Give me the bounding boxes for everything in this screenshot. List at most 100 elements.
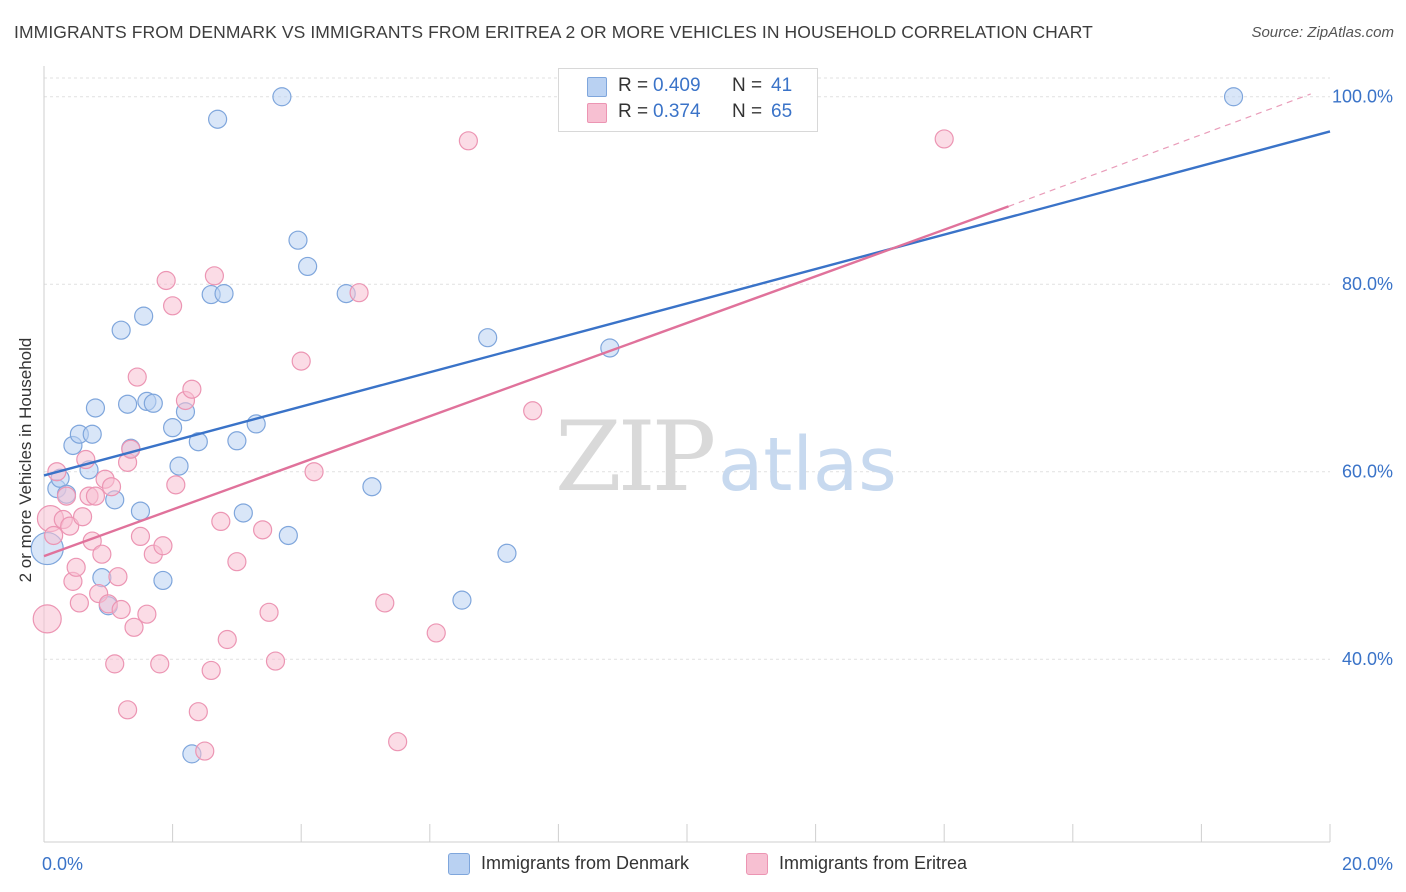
eritrea-point (375, 593, 395, 613)
watermark-atlas: atlas (718, 422, 897, 508)
eritrea-point (304, 462, 324, 482)
legend-swatch-denmark (448, 853, 470, 875)
eritrea-point (934, 129, 954, 149)
denmark-point (85, 398, 106, 418)
denmark-point (227, 431, 247, 451)
eritrea-point (60, 516, 80, 536)
eritrea-point (130, 526, 151, 547)
eritrea-point (156, 270, 176, 291)
tick-labels: 40.0% 60.0% 80.0% 100.0% 0.0% 20.0% (42, 87, 1393, 874)
denmark-point (497, 543, 517, 563)
gridlines (44, 77, 1330, 660)
denmark-point (298, 256, 318, 277)
denmark-point (208, 109, 228, 129)
eritrea-trend-line (43, 205, 1009, 558)
eritrea-point (259, 602, 279, 622)
eritrea-point (124, 617, 144, 637)
denmark-point (134, 306, 154, 326)
eritrea-point (227, 552, 247, 572)
eritrea-trend-extension (1008, 93, 1311, 207)
eritrea-point (153, 536, 173, 556)
y-tick-label: 40.0% (1342, 649, 1393, 669)
denmark-point (452, 590, 472, 610)
watermark-zip: ZIP (555, 401, 714, 513)
denmark-point (1223, 87, 1244, 107)
eritrea-point (85, 486, 106, 506)
eritrea-point (217, 629, 237, 650)
r-label: R = (618, 75, 649, 96)
denmark-swatch (587, 77, 607, 97)
data-points (30, 87, 1244, 764)
eritrea-point (458, 131, 478, 151)
eritrea-point (101, 477, 122, 497)
eritrea-point (44, 525, 64, 546)
eritrea-point (137, 604, 157, 624)
eritrea-point (166, 475, 186, 495)
n-label: N = (732, 101, 763, 122)
denmark-point (153, 570, 173, 591)
eritrea-point (291, 351, 311, 371)
eritrea-point (108, 567, 128, 587)
eritrea-point (182, 379, 202, 399)
stats-box: R = 0.409 N = 41 R = 0.374 N = 65 (558, 68, 818, 132)
eritrea-point (523, 401, 543, 421)
denmark-trend-line (43, 130, 1331, 477)
eritrea-point (56, 486, 77, 506)
chart-title: IMMIGRANTS FROM DENMARK VS IMMIGRANTS FR… (14, 22, 1093, 42)
eritrea-point (127, 367, 147, 387)
denmark-point (117, 394, 138, 414)
eritrea-point (150, 654, 170, 674)
denmark-point (92, 568, 112, 588)
eritrea-point (121, 439, 141, 459)
eritrea-point (388, 732, 408, 752)
y-tick-label: 80.0% (1342, 274, 1393, 294)
eritrea-point (111, 599, 131, 620)
denmark-point (163, 418, 183, 438)
eritrea-n-value: 65 (771, 101, 793, 122)
eritrea-point (201, 660, 221, 681)
eritrea-point (117, 700, 138, 720)
eritrea-point (66, 557, 86, 577)
y-axis-title: 2 or more Vehicles in Household (16, 337, 35, 583)
eritrea-point (195, 741, 215, 761)
eritrea-swatch (587, 103, 607, 123)
x-tick-label: 0.0% (42, 854, 83, 874)
denmark-point (188, 432, 208, 452)
denmark-point (169, 456, 189, 476)
denmark-n-value: 41 (771, 75, 793, 96)
denmark-r-value: 0.409 (653, 75, 701, 96)
x-tick-label: 20.0% (1342, 854, 1393, 874)
watermark: ZIP atlas (555, 401, 897, 513)
denmark-point (111, 320, 131, 340)
legend-label-eritrea: Immigrants from Eritrea (779, 853, 968, 873)
source-credit: Source: ZipAtlas.com (1251, 24, 1394, 41)
y-tick-label: 100.0% (1332, 87, 1393, 107)
denmark-point (82, 424, 102, 444)
eritrea-point (105, 654, 125, 674)
legend-label-denmark: Immigrants from Denmark (481, 853, 690, 873)
denmark-point (214, 284, 234, 304)
denmark-point (233, 503, 253, 523)
y-tick-label: 60.0% (1342, 462, 1393, 482)
eritrea-point (349, 283, 369, 303)
eritrea-point (32, 604, 62, 634)
eritrea-point (204, 266, 224, 286)
eritrea-point (163, 296, 183, 316)
eritrea-point (69, 593, 89, 613)
eritrea-point (211, 511, 231, 532)
legend-swatch-eritrea (746, 853, 768, 875)
denmark-point (362, 477, 382, 497)
eritrea-point (72, 507, 93, 527)
eritrea-point (253, 520, 273, 540)
eritrea-point (92, 544, 112, 564)
y-axis-title-wrap: 2 or more Vehicles in Household (16, 215, 36, 583)
r-label: R = (618, 101, 649, 122)
denmark-point (288, 230, 308, 250)
denmark-point (143, 393, 163, 413)
eritrea-point (188, 702, 208, 722)
n-label: N = (732, 75, 763, 96)
axes (43, 66, 1331, 843)
trend-lines (43, 93, 1331, 558)
eritrea-point (426, 623, 446, 643)
